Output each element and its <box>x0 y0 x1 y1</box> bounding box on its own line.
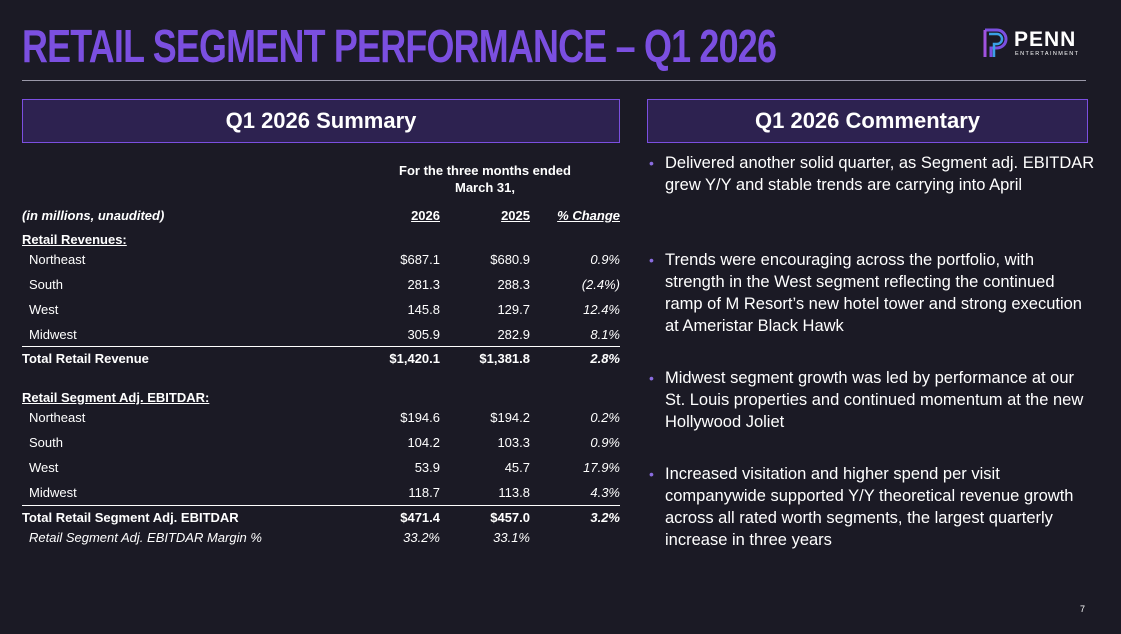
table-row: Midwest 305.9 282.9 8.1% <box>22 325 620 345</box>
row-change: 4.3% <box>590 485 620 500</box>
table-row: Midwest 118.7 113.8 4.3% <box>22 483 620 503</box>
row-change: 0.2% <box>590 410 620 425</box>
row-2026: 305.9 <box>407 327 440 342</box>
penn-logo: PENN ENTERTAINMENT <box>982 26 1092 62</box>
row-label: Midwest <box>29 327 77 342</box>
total-2026: $471.4 <box>400 510 440 525</box>
row-label: Midwest <box>29 485 77 500</box>
row-label: Northeast <box>29 410 86 425</box>
table-row: Northeast $194.6 $194.2 0.2% <box>22 408 620 428</box>
row-2025: 288.3 <box>497 277 530 292</box>
row-2025: 113.8 <box>498 485 530 500</box>
section-header: Retail Segment Adj. EBITDAR: <box>22 388 620 408</box>
logo-brand: PENN <box>1014 28 1077 51</box>
section-header: Retail Revenues: <box>22 230 620 250</box>
bullet-text: Midwest segment growth was led by perfor… <box>665 369 1084 431</box>
row-change: 17.9% <box>583 460 620 475</box>
margin-2025: 33.1% <box>493 530 530 545</box>
penn-logo-icon <box>983 28 1008 57</box>
summary-heading: Q1 2026 Summary <box>22 99 620 143</box>
row-change: (2.4%) <box>581 277 620 292</box>
section-label: Retail Segment Adj. EBITDAR: <box>22 390 210 405</box>
row-2025: $194.2 <box>490 410 530 425</box>
table-row: South 281.3 288.3 (2.4%) <box>22 275 620 295</box>
section-label: Retail Revenues: <box>22 232 127 247</box>
table-row: West 145.8 129.7 12.4% <box>22 300 620 320</box>
period-line-1: For the three months ended <box>399 163 571 178</box>
period-line-2: March 31, <box>455 180 515 195</box>
row-2026: 145.8 <box>407 302 440 317</box>
logo-subtitle: ENTERTAINMENT <box>1015 51 1080 57</box>
column-header-row: (in millions, unaudited) 2026 2025 % Cha… <box>22 206 620 226</box>
bullet-icon: • <box>649 252 654 268</box>
bullet-icon: • <box>649 466 654 482</box>
page-number: 7 <box>1080 604 1086 614</box>
margin-label: Retail Segment Adj. EBITDAR Margin % <box>29 530 262 545</box>
period-header: For the three months ended March 31, <box>374 162 596 196</box>
row-2026: $194.6 <box>400 410 440 425</box>
bullet-text: Delivered another solid quarter, as Segm… <box>665 154 1095 194</box>
row-2025: 103.3 <box>497 435 530 450</box>
total-2025: $457.0 <box>490 510 530 525</box>
total-change: 3.2% <box>590 510 620 525</box>
bullet-text: Increased visitation and higher spend pe… <box>665 465 1074 549</box>
total-label: Total Retail Revenue <box>22 351 149 366</box>
title-divider <box>22 80 1086 81</box>
row-label: South <box>29 435 63 450</box>
row-2026: 281.3 <box>407 277 440 292</box>
row-2025: $680.9 <box>490 252 530 267</box>
total-label: Total Retail Segment Adj. EBITDAR <box>22 510 239 525</box>
units-label: (in millions, unaudited) <box>22 208 165 223</box>
margin-2026: 33.2% <box>403 530 440 545</box>
row-label: South <box>29 277 63 292</box>
bullet-icon: • <box>649 370 654 386</box>
col-2026: 2026 <box>411 208 440 223</box>
total-2026: $1,420.1 <box>389 351 440 366</box>
table-row: West 53.9 45.7 17.9% <box>22 458 620 478</box>
row-change: 8.1% <box>590 327 620 342</box>
total-row: Total Retail Revenue $1,420.1 $1,381.8 2… <box>22 349 620 369</box>
row-2025: 282.9 <box>497 327 530 342</box>
total-divider <box>22 346 620 347</box>
row-2026: $687.1 <box>400 252 440 267</box>
bullet-text: Trends were encouraging across the portf… <box>665 251 1082 335</box>
row-2026: 53.9 <box>414 460 440 475</box>
row-2026: 104.2 <box>407 435 440 450</box>
col-2025: 2025 <box>501 208 530 223</box>
table-row: South 104.2 103.3 0.9% <box>22 433 620 453</box>
total-change: 2.8% <box>590 351 620 366</box>
row-label: Northeast <box>29 252 86 267</box>
col-change: % Change <box>557 208 620 223</box>
bullet-icon: • <box>649 155 654 171</box>
row-change: 0.9% <box>590 252 620 267</box>
row-change: 0.9% <box>590 435 620 450</box>
commentary-heading: Q1 2026 Commentary <box>647 99 1088 143</box>
margin-row: Retail Segment Adj. EBITDAR Margin % 33.… <box>22 528 620 548</box>
table-row: Northeast $687.1 $680.9 0.9% <box>22 250 620 270</box>
page-title: RETAIL SEGMENT PERFORMANCE – Q1 2026 <box>22 20 777 72</box>
row-change: 12.4% <box>583 302 620 317</box>
row-label: West <box>29 460 59 475</box>
total-row: Total Retail Segment Adj. EBITDAR $471.4… <box>22 508 620 528</box>
row-label: West <box>29 302 59 317</box>
row-2025: 45.7 <box>504 460 530 475</box>
total-divider <box>22 505 620 506</box>
row-2025: 129.7 <box>497 302 530 317</box>
total-2025: $1,381.8 <box>479 351 530 366</box>
row-2026: 118.7 <box>408 485 440 500</box>
